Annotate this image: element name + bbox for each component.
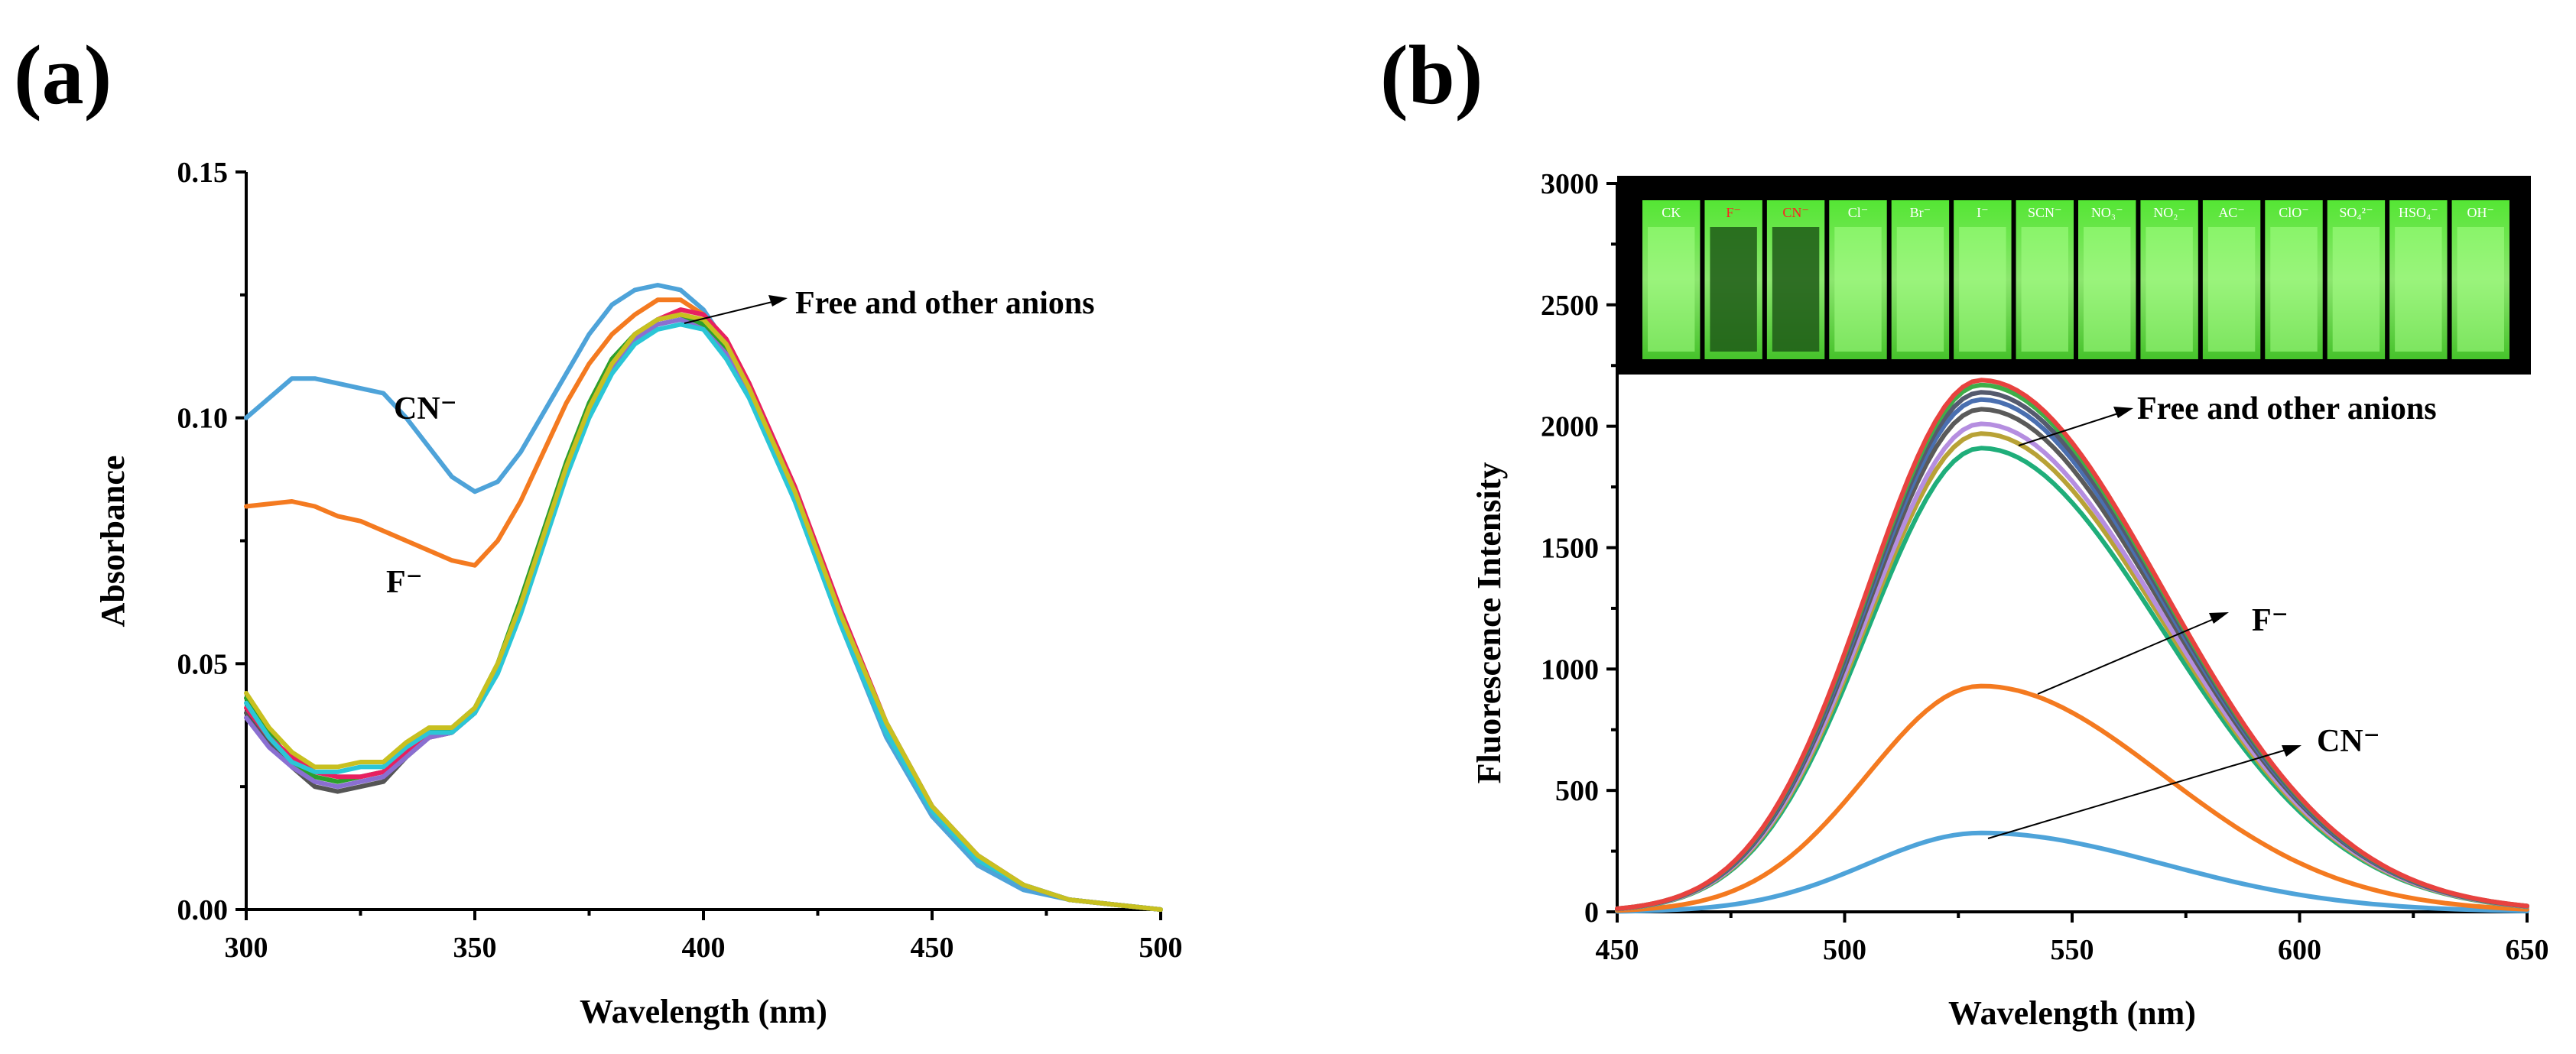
cuvette-solution <box>2270 227 2318 352</box>
cuvette-label: OH⁻ <box>2467 205 2495 220</box>
panel-b-y-title: Fluorescence Intensity <box>1470 462 1508 784</box>
cuvette-label: HSO₄⁻ <box>2399 205 2438 220</box>
panel-a-series-SCN⁻ <box>244 322 1163 912</box>
panel-a-y-tick-label: 0.15 <box>177 157 229 189</box>
panel-b-y-tick-label: 2000 <box>1541 411 1599 443</box>
cuvette-label: ClO⁻ <box>2279 205 2309 220</box>
panel-a-x-ticks: 300 350 400 450 500 <box>225 910 1183 964</box>
cuvette-label: NO₂⁻ <box>2153 205 2185 220</box>
cuvette-solution <box>2457 227 2504 352</box>
panel-a-free-label: Free and other anions <box>795 286 1095 321</box>
panel-b-free-arrow-head <box>2113 407 2133 418</box>
cuvette-solution <box>1710 227 1757 352</box>
panel-a-x-tick-label: 500 <box>1139 932 1183 964</box>
cuvette-label: NO₃⁻ <box>2091 205 2123 220</box>
panel-b-x-tick-label: 650 <box>2506 934 2549 966</box>
panel-b-x-tick-label: 600 <box>2278 934 2321 966</box>
cuvette-solution <box>1834 227 1882 352</box>
panel-b-series-Cl⁻ <box>1615 382 2529 911</box>
panel-a: (a) 300 350 400 450 500 0.00 0.05 0.10 0.15 Wav… <box>14 28 1183 1030</box>
panel-a-x-tick-label: 350 <box>453 932 497 964</box>
cuvette-solution <box>2207 227 2256 352</box>
cuvette-solution <box>1896 227 1944 352</box>
panel-a-free-arrow-line <box>684 301 773 324</box>
cuvette-solution <box>2395 227 2442 352</box>
panel-b-y-tick-label: 0 <box>1584 897 1599 929</box>
panel-a-f-label: F⁻ <box>386 565 423 600</box>
cuvette-solution <box>1772 227 1820 352</box>
cuvette-label: CK <box>1662 205 1681 220</box>
cuvette-label: CN⁻ <box>1782 205 1809 220</box>
panel-b-f-label: F⁻ <box>2252 603 2289 638</box>
panel-a-series-Cl⁻ <box>244 312 1163 912</box>
cuvette-label: Cl⁻ <box>1848 205 1869 220</box>
cuvette-label: AC⁻ <box>2218 205 2245 220</box>
cuvette-solution <box>1648 227 1695 352</box>
panel-a-free-arrow-head <box>768 295 788 306</box>
panel-a-x-tick-label: 400 <box>682 932 726 964</box>
cuvette-solution <box>2021 227 2068 352</box>
panel-a-y-tick-label: 0.05 <box>177 648 229 680</box>
panel-a-axes <box>245 172 1161 911</box>
cuvette-label: F⁻ <box>1726 205 1741 220</box>
panel-b-free-label: Free and other anions <box>2137 391 2437 426</box>
panel-b-curves <box>1615 378 2529 914</box>
cuvette-solution <box>1959 227 2006 352</box>
panel-a-y-tick-label: 0.10 <box>177 403 229 435</box>
cuvette-solution <box>2146 227 2193 352</box>
cuvettes: CK F⁻ CN⁻ Cl⁻ Br⁻ I⁻ SCN⁻ NO₃⁻ NO₂⁻ AC⁻ ClO⁻ SO₄²⁻ H… <box>1642 200 2509 359</box>
panel-a-series-Free <box>244 312 1163 912</box>
panel-b-x-title: Wavelength (nm) <box>1948 994 2196 1032</box>
panel-b: (b) CK F⁻ CN⁻ Cl⁻ Br⁻ I⁻ SCN⁻ NO₃⁻ NO₂⁻ AC⁻ ClO⁻ SO… <box>1380 28 2549 1032</box>
panel-b-series-F⁻ <box>1615 683 2529 913</box>
panel-b-series-Free <box>1615 378 2529 911</box>
panel-a-y-tick-label: 0.00 <box>177 894 229 926</box>
panel-a-x-tick-label: 300 <box>225 932 268 964</box>
panel-b-y-tick-label: 1000 <box>1541 653 1599 686</box>
panel-b-y-tick-label: 500 <box>1555 775 1599 807</box>
panel-b-y-tick-label: 3000 <box>1541 168 1599 200</box>
panel-a-cn-label: CN⁻ <box>394 391 457 426</box>
panel-b-series-CN⁻ <box>1615 830 2529 914</box>
panel-b-x-tick-label: 500 <box>1823 934 1866 966</box>
panel-b-x-tick-label: 450 <box>1596 934 1639 966</box>
panel-a-series-CN⁻ <box>244 283 1163 912</box>
panel-a-series-OH⁻ <box>244 312 1163 912</box>
panel-b-x-tick-label: 550 <box>2051 934 2094 966</box>
panel-b-y-tick-label: 1500 <box>1541 533 1599 565</box>
panel-b-cn-label: CN⁻ <box>2317 724 2380 759</box>
panel-b-label: (b) <box>1380 28 1483 122</box>
panel-b-y-tick-label: 2500 <box>1541 290 1599 322</box>
panel-b-free-arrow-line <box>2018 413 2119 446</box>
panel-b-x-ticks: 450 500 550 600 650 <box>1596 912 2549 966</box>
panel-a-label: (a) <box>14 28 112 122</box>
panel-b-f-arrow-head <box>2209 612 2229 624</box>
panel-a-x-tick-label: 450 <box>911 932 954 964</box>
cuvette-label: Br⁻ <box>1910 205 1931 220</box>
panel-a-series-I⁻ <box>244 317 1163 912</box>
cuvette-solution <box>2084 227 2131 352</box>
cuvette-label: I⁻ <box>1977 205 1989 220</box>
panel-a-curves <box>244 283 1163 912</box>
inset-photo: CK F⁻ CN⁻ Cl⁻ Br⁻ I⁻ SCN⁻ NO₃⁻ NO₂⁻ AC⁻ ClO⁻ SO₄²⁻ H… <box>1617 176 2531 375</box>
panel-a-y-ticks: 0.00 0.05 0.10 0.15 <box>177 157 246 926</box>
panel-a-y-title: Absorbance <box>94 456 132 628</box>
panel-a-series-Br⁻ <box>244 307 1163 912</box>
cuvette-label: SO₄²⁻ <box>2339 205 2373 220</box>
panel-a-x-title: Wavelength (nm) <box>580 993 827 1030</box>
panel-b-f-arrow-line <box>2037 618 2214 695</box>
panel-b-y-ticks: 0 500 1000 1500 2000 2500 3000 <box>1541 168 1617 929</box>
panel-b-series-I⁻ <box>1615 397 2529 911</box>
panel-b-cn-arrow-head <box>2282 745 2302 757</box>
cuvette-label: SCN⁻ <box>2028 205 2062 220</box>
panel-b-cn-arrow-line <box>1987 749 2287 839</box>
cuvette-solution <box>2332 227 2380 352</box>
